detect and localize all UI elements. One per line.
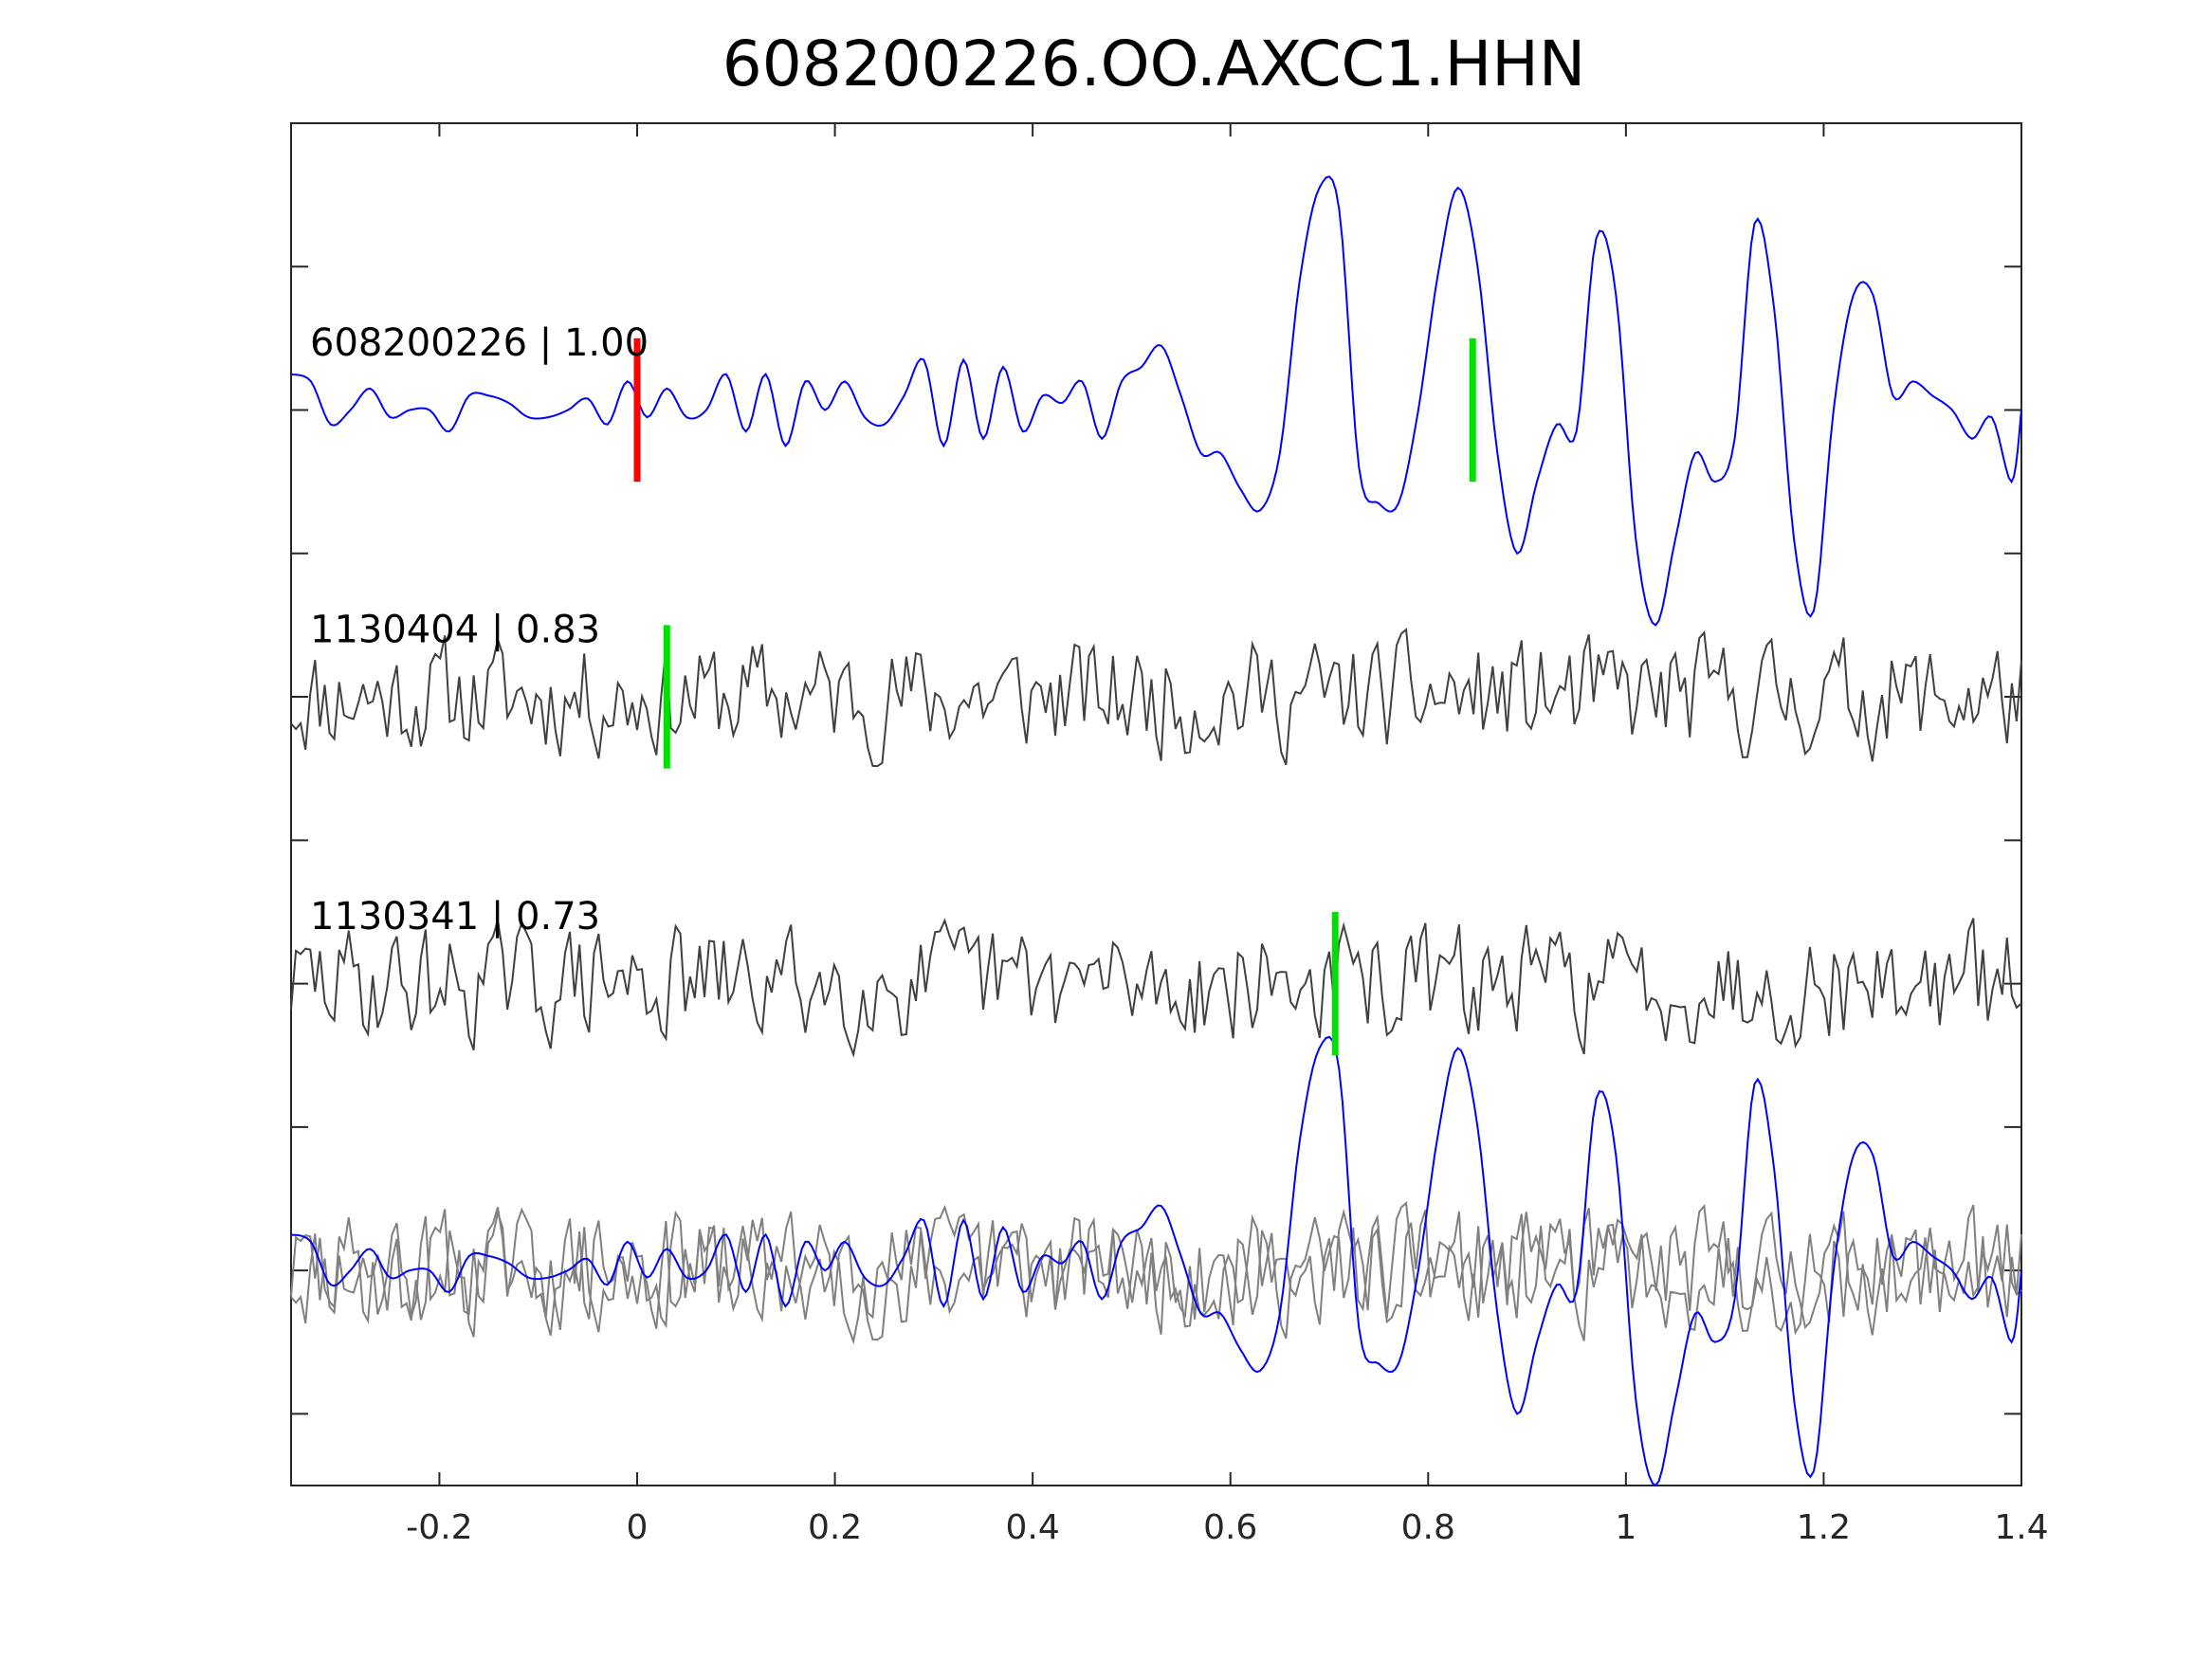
trace-label-2: 1130341 | 0.73 [310, 895, 600, 939]
x-tick-label: 1.4 [1994, 1508, 2048, 1547]
neighbor-trace-line-2 [290, 918, 2022, 1058]
trace-lines [290, 175, 2022, 1487]
x-tick-label: 1.2 [1797, 1508, 1851, 1547]
overlay-reference-line [290, 1035, 2022, 1487]
x-tick-label: -0.2 [406, 1508, 472, 1547]
x-tick-label: 0.8 [1401, 1508, 1455, 1547]
overlay-neighbor-line-1 [290, 1201, 2022, 1341]
pick-markers [633, 337, 1476, 1056]
x-tick-label: 0 [627, 1508, 649, 1547]
x-tick-label: 1 [1615, 1508, 1636, 1547]
x-tick-label: 0.4 [1006, 1508, 1060, 1547]
axis-ticks: -0.2 0 0.2 0.4 0.6 0.8 1 1.2 1.4 [291, 123, 2049, 1547]
trace-labels: 608200226 | 1.00 1130404 | 0.83 1130341 | … [310, 321, 649, 939]
reference-trace-line [290, 175, 2022, 627]
neighbor-trace-line-1 [290, 628, 2022, 768]
trace-label-0: 608200226 | 1.00 [310, 321, 649, 365]
plot-frame [290, 122, 2022, 1486]
trace-label-1: 1130404 | 0.83 [310, 609, 600, 652]
x-tick-label: 0.6 [1203, 1508, 1257, 1547]
chart-title: 608200226.OO.AXCC1.HHN [722, 27, 1585, 100]
overlay-neighbor-line-2 [290, 1204, 2022, 1345]
x-tick-label: 0.2 [808, 1508, 862, 1547]
